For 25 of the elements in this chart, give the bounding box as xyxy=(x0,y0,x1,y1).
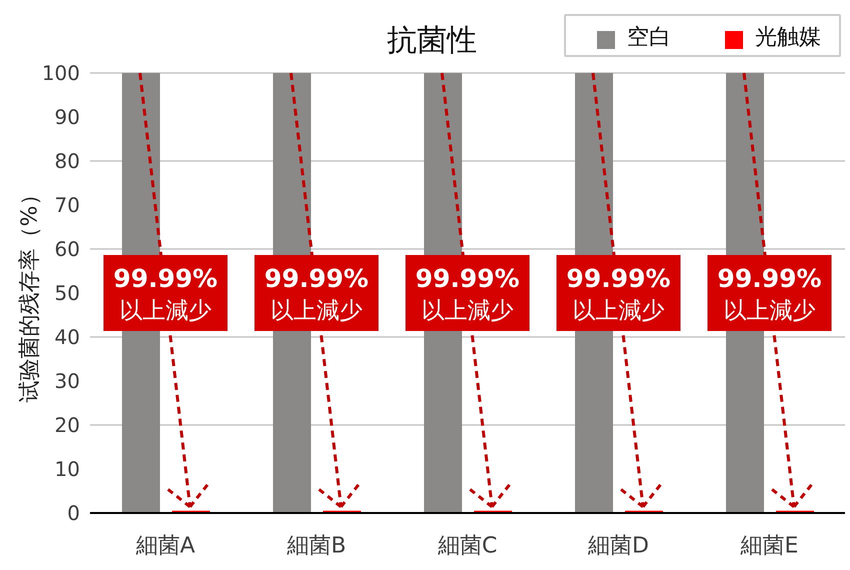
legend-label: 空白 xyxy=(627,25,671,50)
x-tick-label: 細菌E xyxy=(740,534,798,559)
annotation: 99.99% 以上減少 xyxy=(415,264,520,324)
y-tick-label: 100 xyxy=(42,61,80,86)
y-tick-label: 20 xyxy=(54,413,80,438)
y-tick-label: 30 xyxy=(54,369,80,394)
chart-title: 抗菌性 xyxy=(387,23,477,58)
y-tick-label: 70 xyxy=(54,193,80,218)
y-tick-label: 50 xyxy=(54,281,80,306)
y-tick-label: 60 xyxy=(54,237,80,262)
y-tick-label: 80 xyxy=(54,149,80,174)
annotation: 99.99% 以上減少 xyxy=(113,264,218,324)
y-tick-label: 0 xyxy=(67,501,80,526)
x-tick-label: 細菌B xyxy=(286,534,346,559)
legend-label: 光触媒 xyxy=(755,25,821,50)
annotation: 99.99% 以上減少 xyxy=(566,264,671,324)
y-tick-label: 40 xyxy=(54,325,80,350)
y-axis-title: 试验菌的残存率（%） xyxy=(18,184,42,402)
x-tick-label: 細菌D xyxy=(587,534,649,559)
annotation: 99.99% 以上減少 xyxy=(717,264,822,324)
y-tick-label: 90 xyxy=(54,105,80,130)
x-tick-label: 細菌A xyxy=(134,534,196,559)
y-tick-label: 10 xyxy=(54,457,80,482)
annotation: 99.99% 以上減少 xyxy=(264,264,369,324)
x-tick-label: 細菌C xyxy=(436,534,498,559)
